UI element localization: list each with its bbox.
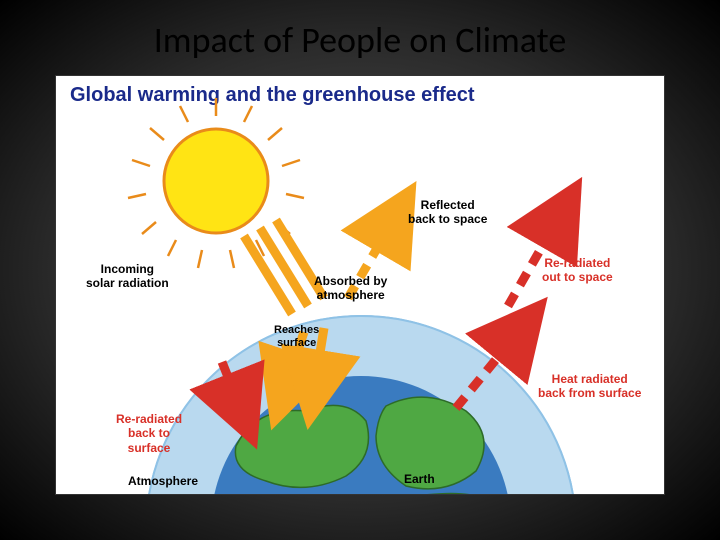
sun-icon: [164, 129, 268, 233]
slide-title: Impact of People on Climate: [0, 18, 720, 62]
label-reradiated-surface: Re-radiated back to surface: [116, 412, 182, 455]
label-heat-radiated: Heat radiated back from surface: [538, 372, 641, 401]
arrow-incoming: [244, 220, 324, 314]
label-atmosphere: Atmosphere: [128, 474, 198, 488]
label-reflected: Reflected back to space: [408, 198, 487, 227]
greenhouse-diagram: Global warming and the greenhouse effect: [55, 75, 665, 495]
label-absorbed: Absorbed by atmosphere: [314, 274, 387, 303]
label-earth: Earth: [404, 472, 435, 486]
label-reradiated-space: Re-radiated out to space: [542, 256, 613, 285]
label-reaches: Reaches surface: [274, 324, 319, 350]
label-incoming: Incoming solar radiation: [86, 262, 169, 291]
